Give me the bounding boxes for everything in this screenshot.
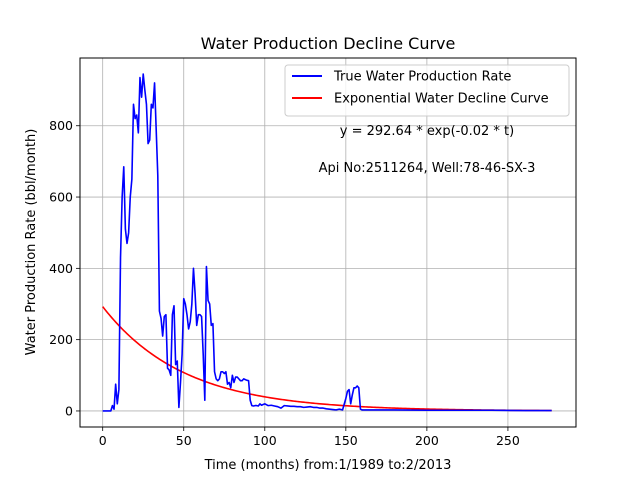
y-tick-label: 800 — [49, 118, 73, 133]
legend: True Water Production Rate Exponential W… — [284, 64, 570, 117]
x-tick-label: 200 — [415, 433, 439, 448]
y-axis-label: Water Production Rate (bbl/month) — [24, 129, 39, 356]
decline-curve-line — [102, 306, 552, 412]
plot-frame — [79, 57, 577, 428]
x-tick-label: 100 — [253, 433, 277, 448]
x-tick-label: 50 — [176, 433, 192, 448]
true-rate-line — [102, 73, 552, 412]
series-layer — [102, 73, 552, 412]
legend-label-decline-curve: Exponential Water Decline Curve — [334, 92, 549, 107]
grid-lines — [80, 58, 576, 427]
well-annotation: Api No:2511264, Well:78-46-SX-3 — [319, 161, 536, 176]
y-tick-label: 400 — [49, 261, 73, 276]
y-tick-label: 0 — [65, 403, 73, 418]
x-tick-label: 150 — [334, 433, 358, 448]
ticks-layer: 0 50 100 150 200 250 0 200 400 600 800 — [49, 118, 520, 448]
x-axis-label: Time (months) from:1/1989 to:2/2013 — [204, 458, 452, 473]
equation-annotation: y = 292.64 * exp(-0.02 * t) — [340, 124, 514, 139]
legend-label-true-rate: True Water Production Rate — [333, 70, 511, 85]
x-tick-label: 0 — [99, 433, 107, 448]
x-tick-label: 250 — [496, 433, 520, 448]
y-tick-label: 200 — [49, 332, 73, 347]
chart-title: Water Production Decline Curve — [201, 34, 456, 53]
y-tick-label: 600 — [49, 190, 73, 205]
legend-box — [284, 64, 570, 117]
